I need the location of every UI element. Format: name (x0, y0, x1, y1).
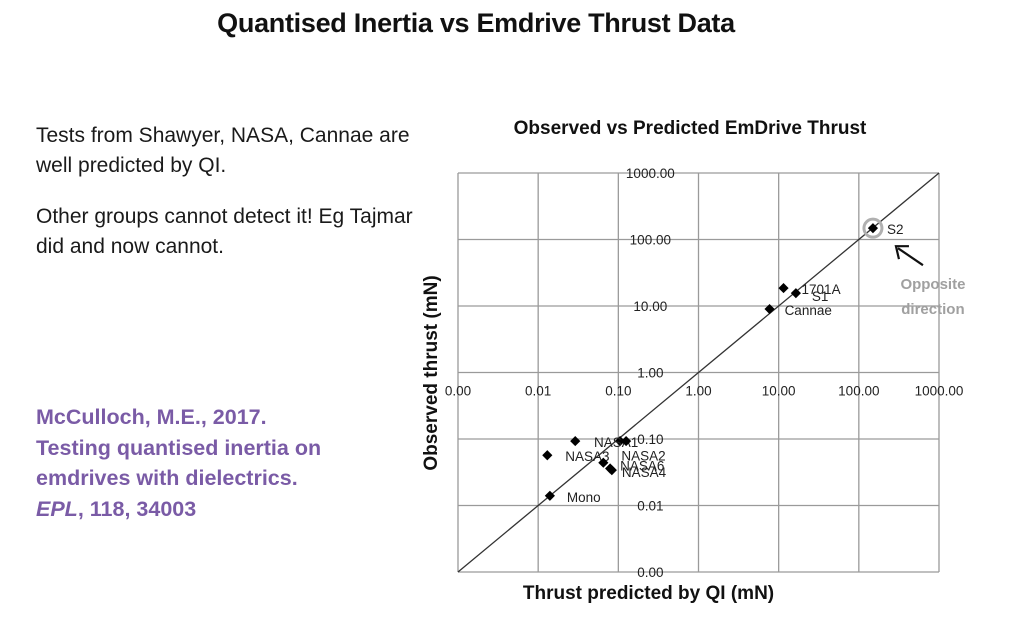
x-axis-label: Thrust predicted by QI (mN) (522, 583, 775, 604)
annotation-text: direction (901, 301, 964, 318)
citation-volume-pages: , 118, 34003 (77, 496, 197, 521)
data-point-label: Cannae (785, 303, 832, 318)
x-tick-label: 0.00 (445, 384, 471, 399)
y-tick-label: 0.01 (637, 499, 663, 514)
data-point-marker (542, 450, 553, 461)
data-point-marker (606, 465, 617, 476)
reference-line (457, 172, 940, 573)
y-tick-label: 1000.00 (626, 166, 675, 181)
data-point-marker (570, 436, 581, 447)
y-tick-label: 100.00 (630, 233, 671, 248)
data-point-label: NASA6 (620, 459, 664, 474)
bullet-item: Tests from Shawyer, NASA, Cannae are wel… (36, 124, 410, 177)
x-tick-label: 10.00 (762, 384, 796, 399)
citation-journal: EPL (36, 496, 78, 521)
data-point-label: NASA3 (565, 449, 609, 464)
data-point-label: NASA2 (621, 449, 665, 464)
y-tick-label: 0.00 (637, 565, 663, 580)
arrow-icon (897, 247, 924, 267)
data-point-label: S2 (887, 222, 904, 237)
citation-title: Testing quantised inertia on emdrives wi… (36, 435, 322, 491)
y-axis-label: Observed thrust (mN) (421, 275, 442, 471)
arrow-head-icon (894, 245, 909, 260)
annotation-text: Opposite (900, 276, 965, 293)
data-point-label: S1 (812, 289, 829, 304)
data-point-marker (598, 457, 609, 468)
citation-authors: McCulloch, M.E., 2017. (36, 405, 267, 429)
data-point-label: 1701A (802, 282, 841, 297)
slide-title: Quantised Inertia vs Emdrive Thrust Data (217, 8, 735, 38)
data-point-label: Mono (567, 490, 601, 505)
data-point-marker (614, 436, 626, 447)
data-point-marker (790, 288, 801, 299)
x-tick-label: 0.10 (605, 384, 631, 399)
x-tick-label: 0.01 (525, 384, 551, 399)
data-point-marker (778, 282, 789, 294)
bullet-item: Other groups cannot detect it! Eg Tajmar… (36, 205, 413, 258)
x-tick-label: 1000.00 (915, 384, 964, 399)
x-tick-label: 100.00 (838, 384, 879, 399)
y-tick-label: 1.00 (637, 366, 663, 381)
highlight-ring (862, 217, 884, 239)
y-tick-label: 0.10 (637, 432, 663, 447)
y-tick-label: 10.00 (633, 299, 667, 314)
chart-title: Observed vs Predicted EmDrive Thrust (513, 118, 867, 139)
data-point-label: NASA4 (622, 465, 667, 480)
citation: McCulloch, M.E., 2017. Testing quantised… (36, 402, 326, 524)
bullet-list: Tests from Shawyer, NASA, Cannae are wel… (36, 121, 436, 283)
data-point-marker (544, 490, 555, 501)
x-tick-label: 1.00 (685, 384, 711, 399)
